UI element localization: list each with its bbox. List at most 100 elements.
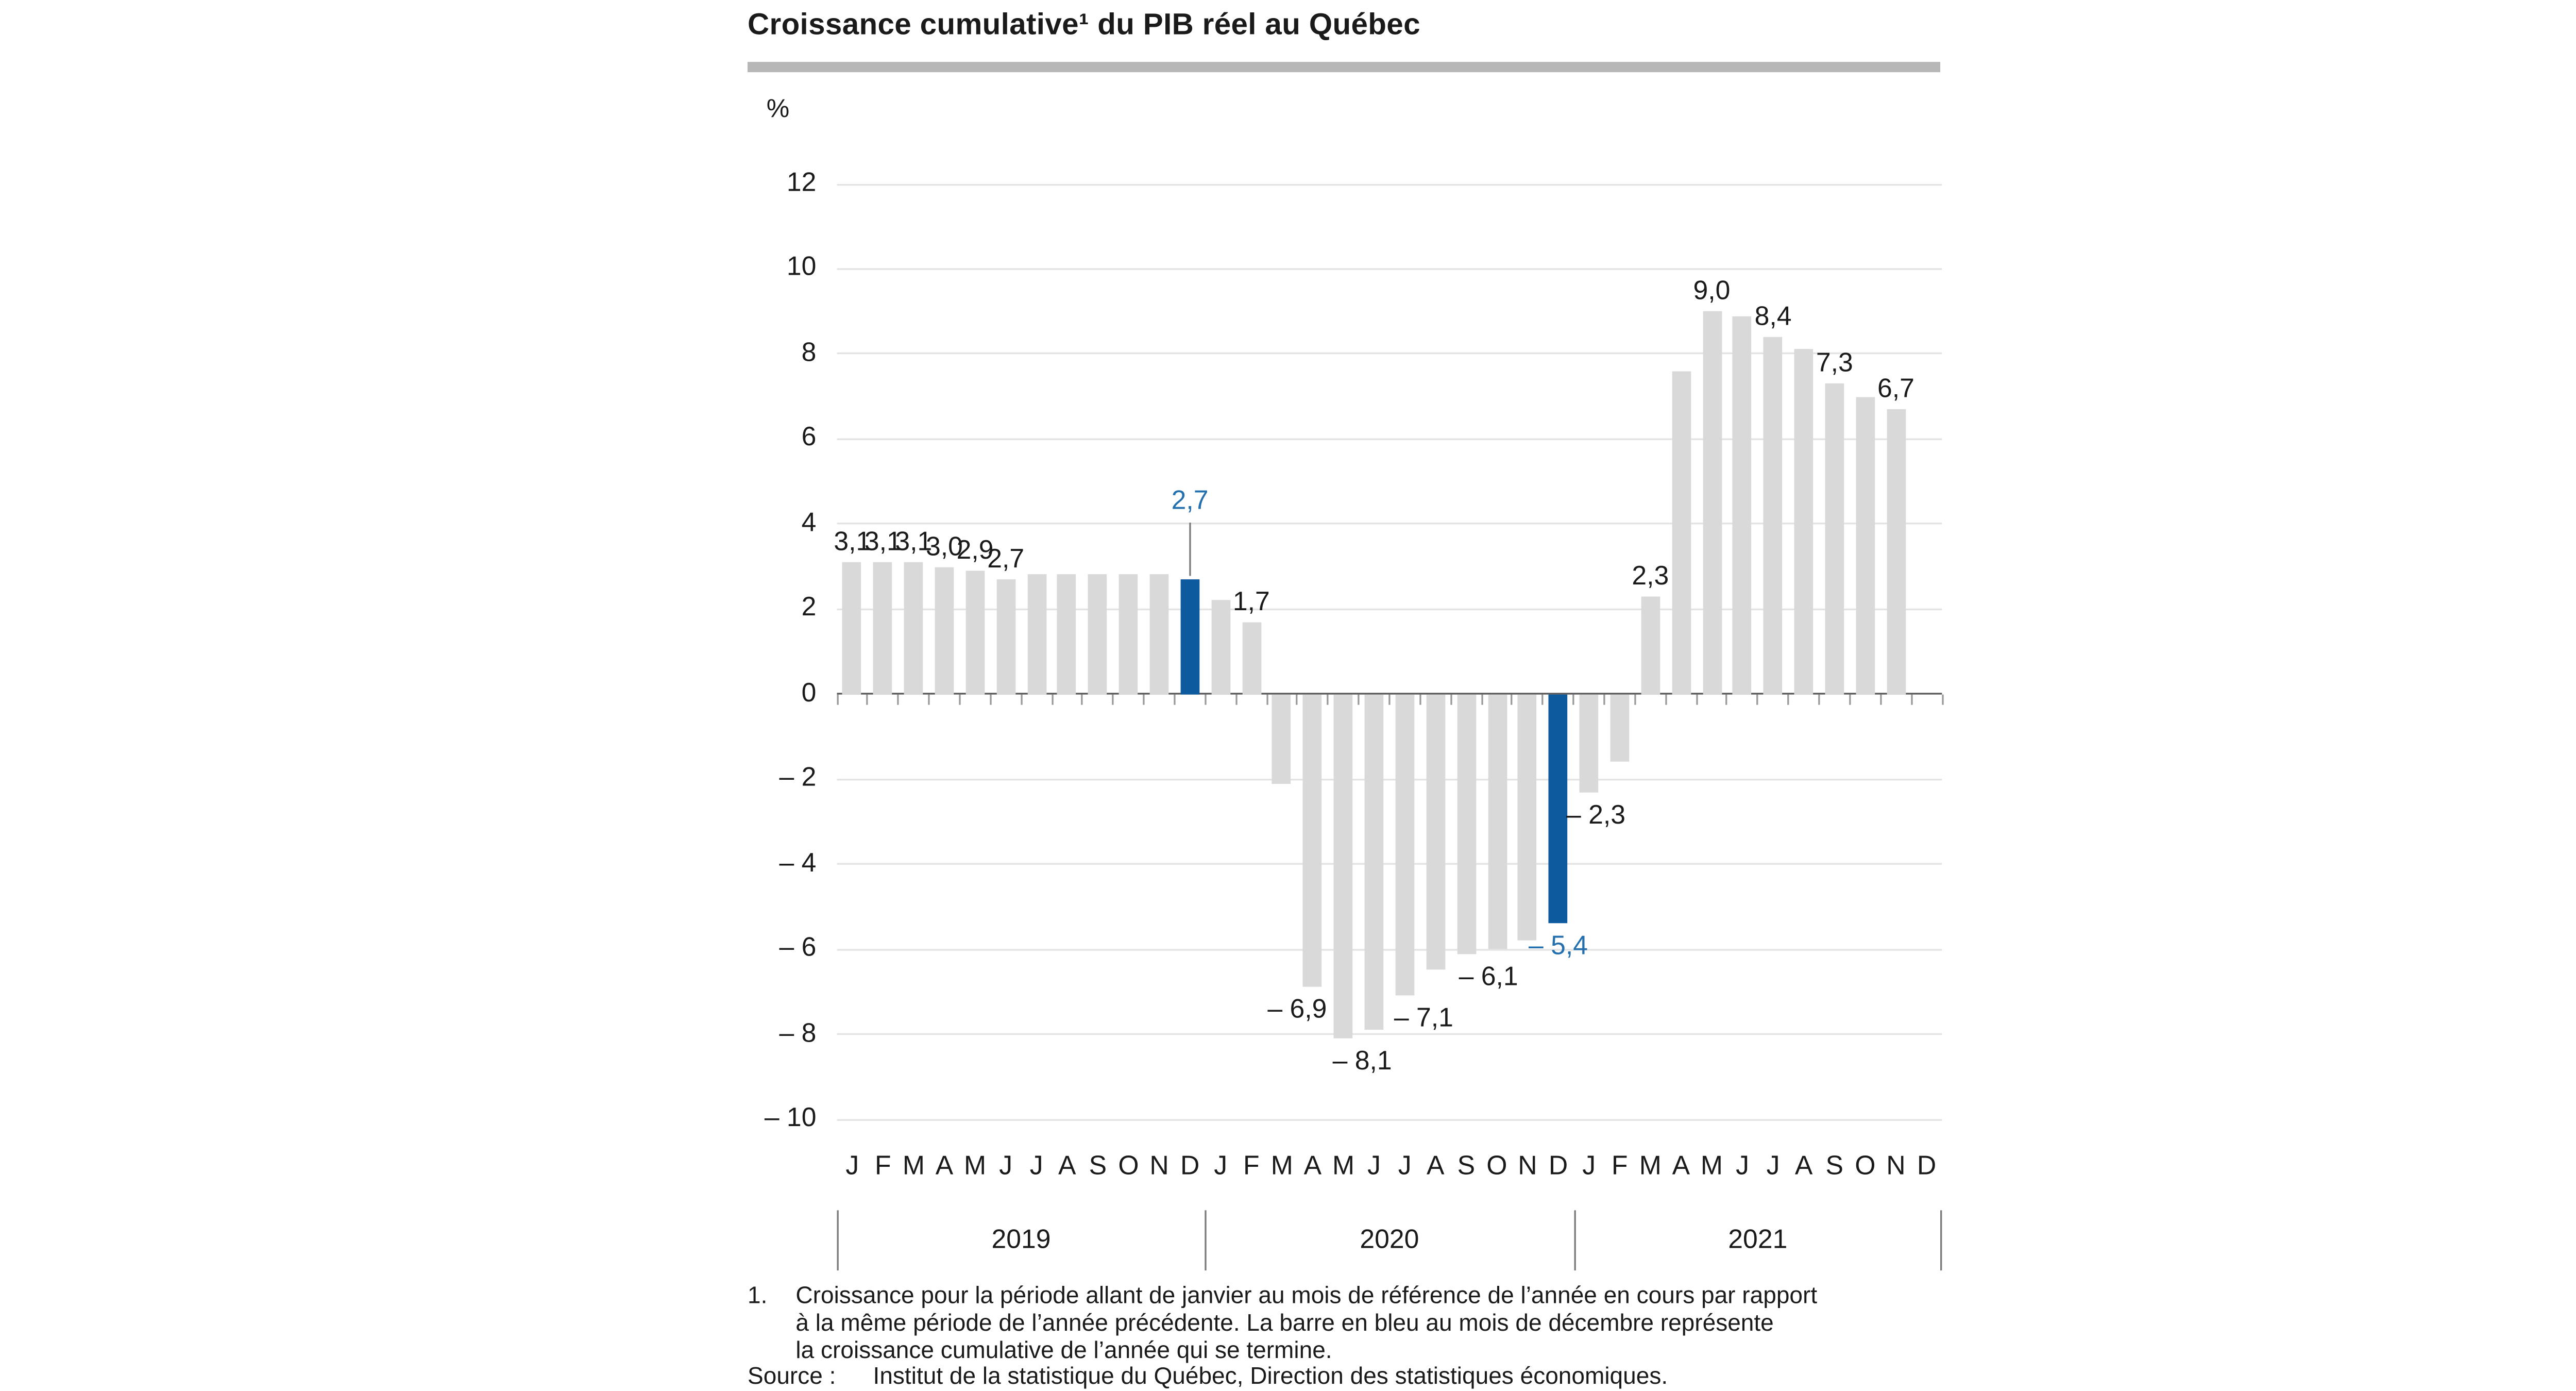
bar-value-label: 9,0	[1693, 277, 1731, 307]
zero-axis-tick	[1419, 694, 1421, 705]
zero-axis-tick	[1143, 694, 1145, 705]
month-label: F	[875, 1151, 891, 1181]
month-label: D	[1548, 1151, 1568, 1181]
year-label: 2019	[991, 1226, 1051, 1255]
bar-value-label: 2,9	[956, 536, 994, 566]
zero-axis-tick	[1235, 694, 1237, 705]
month-label: A	[1303, 1151, 1322, 1181]
zero-axis-tick	[1572, 694, 1575, 705]
bar	[1119, 575, 1138, 694]
zero-axis-tick	[1634, 694, 1636, 705]
bar	[1426, 694, 1445, 970]
gridline	[837, 523, 1942, 525]
zero-axis-tick	[897, 694, 900, 705]
bar	[935, 566, 954, 694]
month-label: F	[1611, 1151, 1628, 1181]
month-label: M	[902, 1151, 925, 1181]
bar	[1303, 694, 1323, 987]
zero-axis-tick	[1388, 694, 1391, 705]
zero-axis-tick	[959, 694, 961, 705]
bar	[842, 562, 862, 694]
chart-title: Croissance cumulative¹ du PIB réel au Qu…	[748, 7, 1420, 42]
bar-value-label: 2,3	[1632, 562, 1669, 591]
footnote-line: Croissance pour la période allant de jan…	[795, 1282, 1818, 1309]
zero-axis-tick	[1696, 694, 1698, 705]
source-text: Institut de la statistique du Québec, Di…	[873, 1363, 1668, 1389]
y-tick-label: 10	[786, 253, 817, 283]
bar	[1242, 622, 1261, 694]
source-row: Source : Institut de la statistique du Qu…	[748, 1363, 1668, 1389]
y-tick-label: – 4	[779, 848, 817, 878]
month-label: F	[1243, 1151, 1260, 1181]
bar	[1334, 694, 1353, 1038]
gridline	[837, 183, 1942, 185]
month-label: A	[1672, 1151, 1690, 1181]
month-label: A	[1794, 1151, 1813, 1181]
bar-value-label: 3,1	[895, 528, 933, 557]
bar	[1733, 315, 1752, 694]
zero-axis-tick	[1327, 694, 1329, 705]
bar	[1211, 600, 1230, 694]
bar	[1395, 694, 1415, 996]
zero-axis-tick	[1296, 694, 1298, 705]
zero-axis-tick	[1112, 694, 1114, 705]
bar	[1886, 409, 1906, 694]
zero-axis-tick	[1450, 694, 1452, 705]
gridline	[837, 863, 1942, 865]
gridline	[837, 948, 1942, 950]
month-label: J	[1029, 1151, 1043, 1181]
y-axis-unit-label: %	[766, 94, 790, 124]
bar	[1027, 575, 1046, 694]
month-label: O	[1855, 1151, 1876, 1181]
zero-axis-tick	[928, 694, 930, 705]
bar-value-label: 7,3	[1816, 349, 1853, 379]
title-rule	[748, 62, 1941, 73]
bar	[904, 562, 923, 694]
month-label: M	[1700, 1151, 1723, 1181]
bar	[1487, 694, 1506, 949]
month-label: O	[1486, 1151, 1507, 1181]
bar	[1364, 694, 1384, 1030]
y-tick-label: 6	[801, 423, 817, 453]
month-label: J	[1582, 1151, 1596, 1181]
month-label: M	[1639, 1151, 1662, 1181]
bar	[1456, 694, 1476, 953]
bar	[1088, 575, 1108, 694]
bar-value-label: 3,1	[834, 528, 871, 557]
y-tick-label: 8	[801, 338, 817, 368]
bar	[1149, 575, 1169, 694]
zero-axis-tick	[1787, 694, 1790, 705]
zero-axis-tick	[1050, 694, 1053, 705]
bar	[1794, 349, 1814, 694]
year-separator	[837, 1210, 839, 1271]
y-tick-label: – 6	[779, 933, 817, 963]
bar	[1518, 694, 1537, 941]
footnote-line: à la même période de l’année précédente.…	[795, 1310, 1774, 1336]
year-label: 2020	[1360, 1226, 1419, 1255]
bar-value-label: 2,7	[987, 545, 1025, 574]
y-tick-label: – 2	[779, 763, 817, 793]
bar	[1057, 575, 1077, 694]
month-label: J	[1398, 1151, 1412, 1181]
zero-axis-tick	[1265, 694, 1268, 705]
y-tick-label: – 10	[764, 1103, 817, 1133]
bar-value-label: – 5,4	[1529, 932, 1588, 962]
source-label: Source :	[748, 1363, 836, 1389]
bar-value-label: 6,7	[1877, 375, 1914, 405]
zero-axis-tick	[1941, 694, 1943, 705]
zero-axis-tick	[1020, 694, 1022, 705]
month-label: J	[1736, 1151, 1749, 1181]
gridline	[837, 1033, 1942, 1035]
month-label: M	[964, 1151, 987, 1181]
callout-line	[1189, 522, 1191, 576]
zero-axis-tick	[1542, 694, 1544, 705]
month-label: J	[999, 1151, 1013, 1181]
bar-value-label: – 8,1	[1332, 1047, 1392, 1077]
month-label: N	[1886, 1151, 1906, 1181]
bar	[1764, 337, 1783, 694]
gridline	[837, 353, 1942, 355]
bar	[1273, 694, 1292, 783]
zero-axis-tick	[1081, 694, 1083, 705]
month-label: J	[1766, 1151, 1780, 1181]
